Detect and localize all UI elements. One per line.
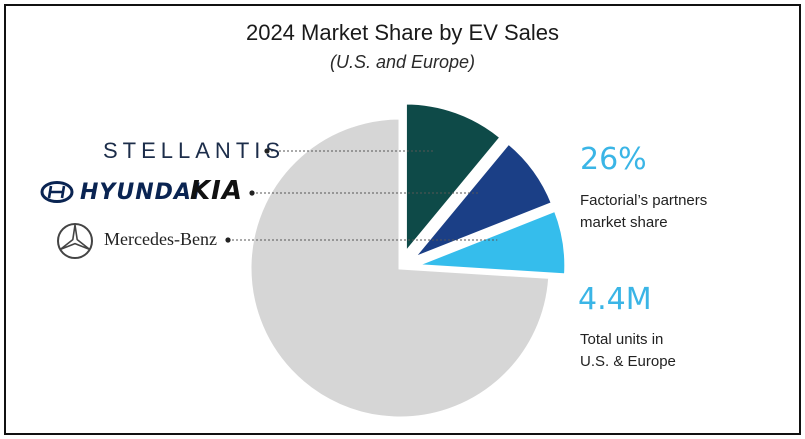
partners-share-value: 26% — [580, 142, 647, 177]
pie-slice-stellantis — [403, 101, 504, 258]
legend-hyundai-logo: HYUNDAI — [80, 180, 202, 205]
partners-share-line-2: market share — [580, 214, 668, 231]
legend-mercedes-logo: Mercedes-Benz — [104, 229, 217, 249]
legend-kia-logo: KIA — [190, 176, 243, 206]
leader-hyundai-kia-dot — [249, 190, 255, 196]
chart-subtitle: (U.S. and Europe) — [329, 52, 476, 72]
pie-slice-mercedes — [415, 208, 568, 277]
chart-title: 2024 Market Share by EV Sales — [245, 20, 560, 45]
pie-slices — [248, 101, 568, 420]
leader-lines — [225, 148, 498, 243]
partners-share-label: Factorial’s partners market share — [580, 190, 707, 234]
legend-stellantis-logo: STELLANTIS — [103, 138, 286, 163]
mercedes-star-icon — [57, 223, 93, 259]
total-units-label: Total units in U.S. & Europe — [580, 329, 676, 373]
total-units-value: 4.4M — [578, 282, 652, 317]
leader-mercedes-dot — [225, 237, 231, 243]
total-units-line-2: U.S. & Europe — [580, 353, 676, 370]
pie-slice-hyundai-kia — [411, 140, 555, 260]
hyundai-logo-icon — [40, 181, 74, 203]
total-units-line-1: Total units in — [580, 331, 664, 348]
partners-share-line-1: Factorial’s partners — [580, 192, 708, 209]
leader-stellantis-dot — [264, 148, 270, 154]
